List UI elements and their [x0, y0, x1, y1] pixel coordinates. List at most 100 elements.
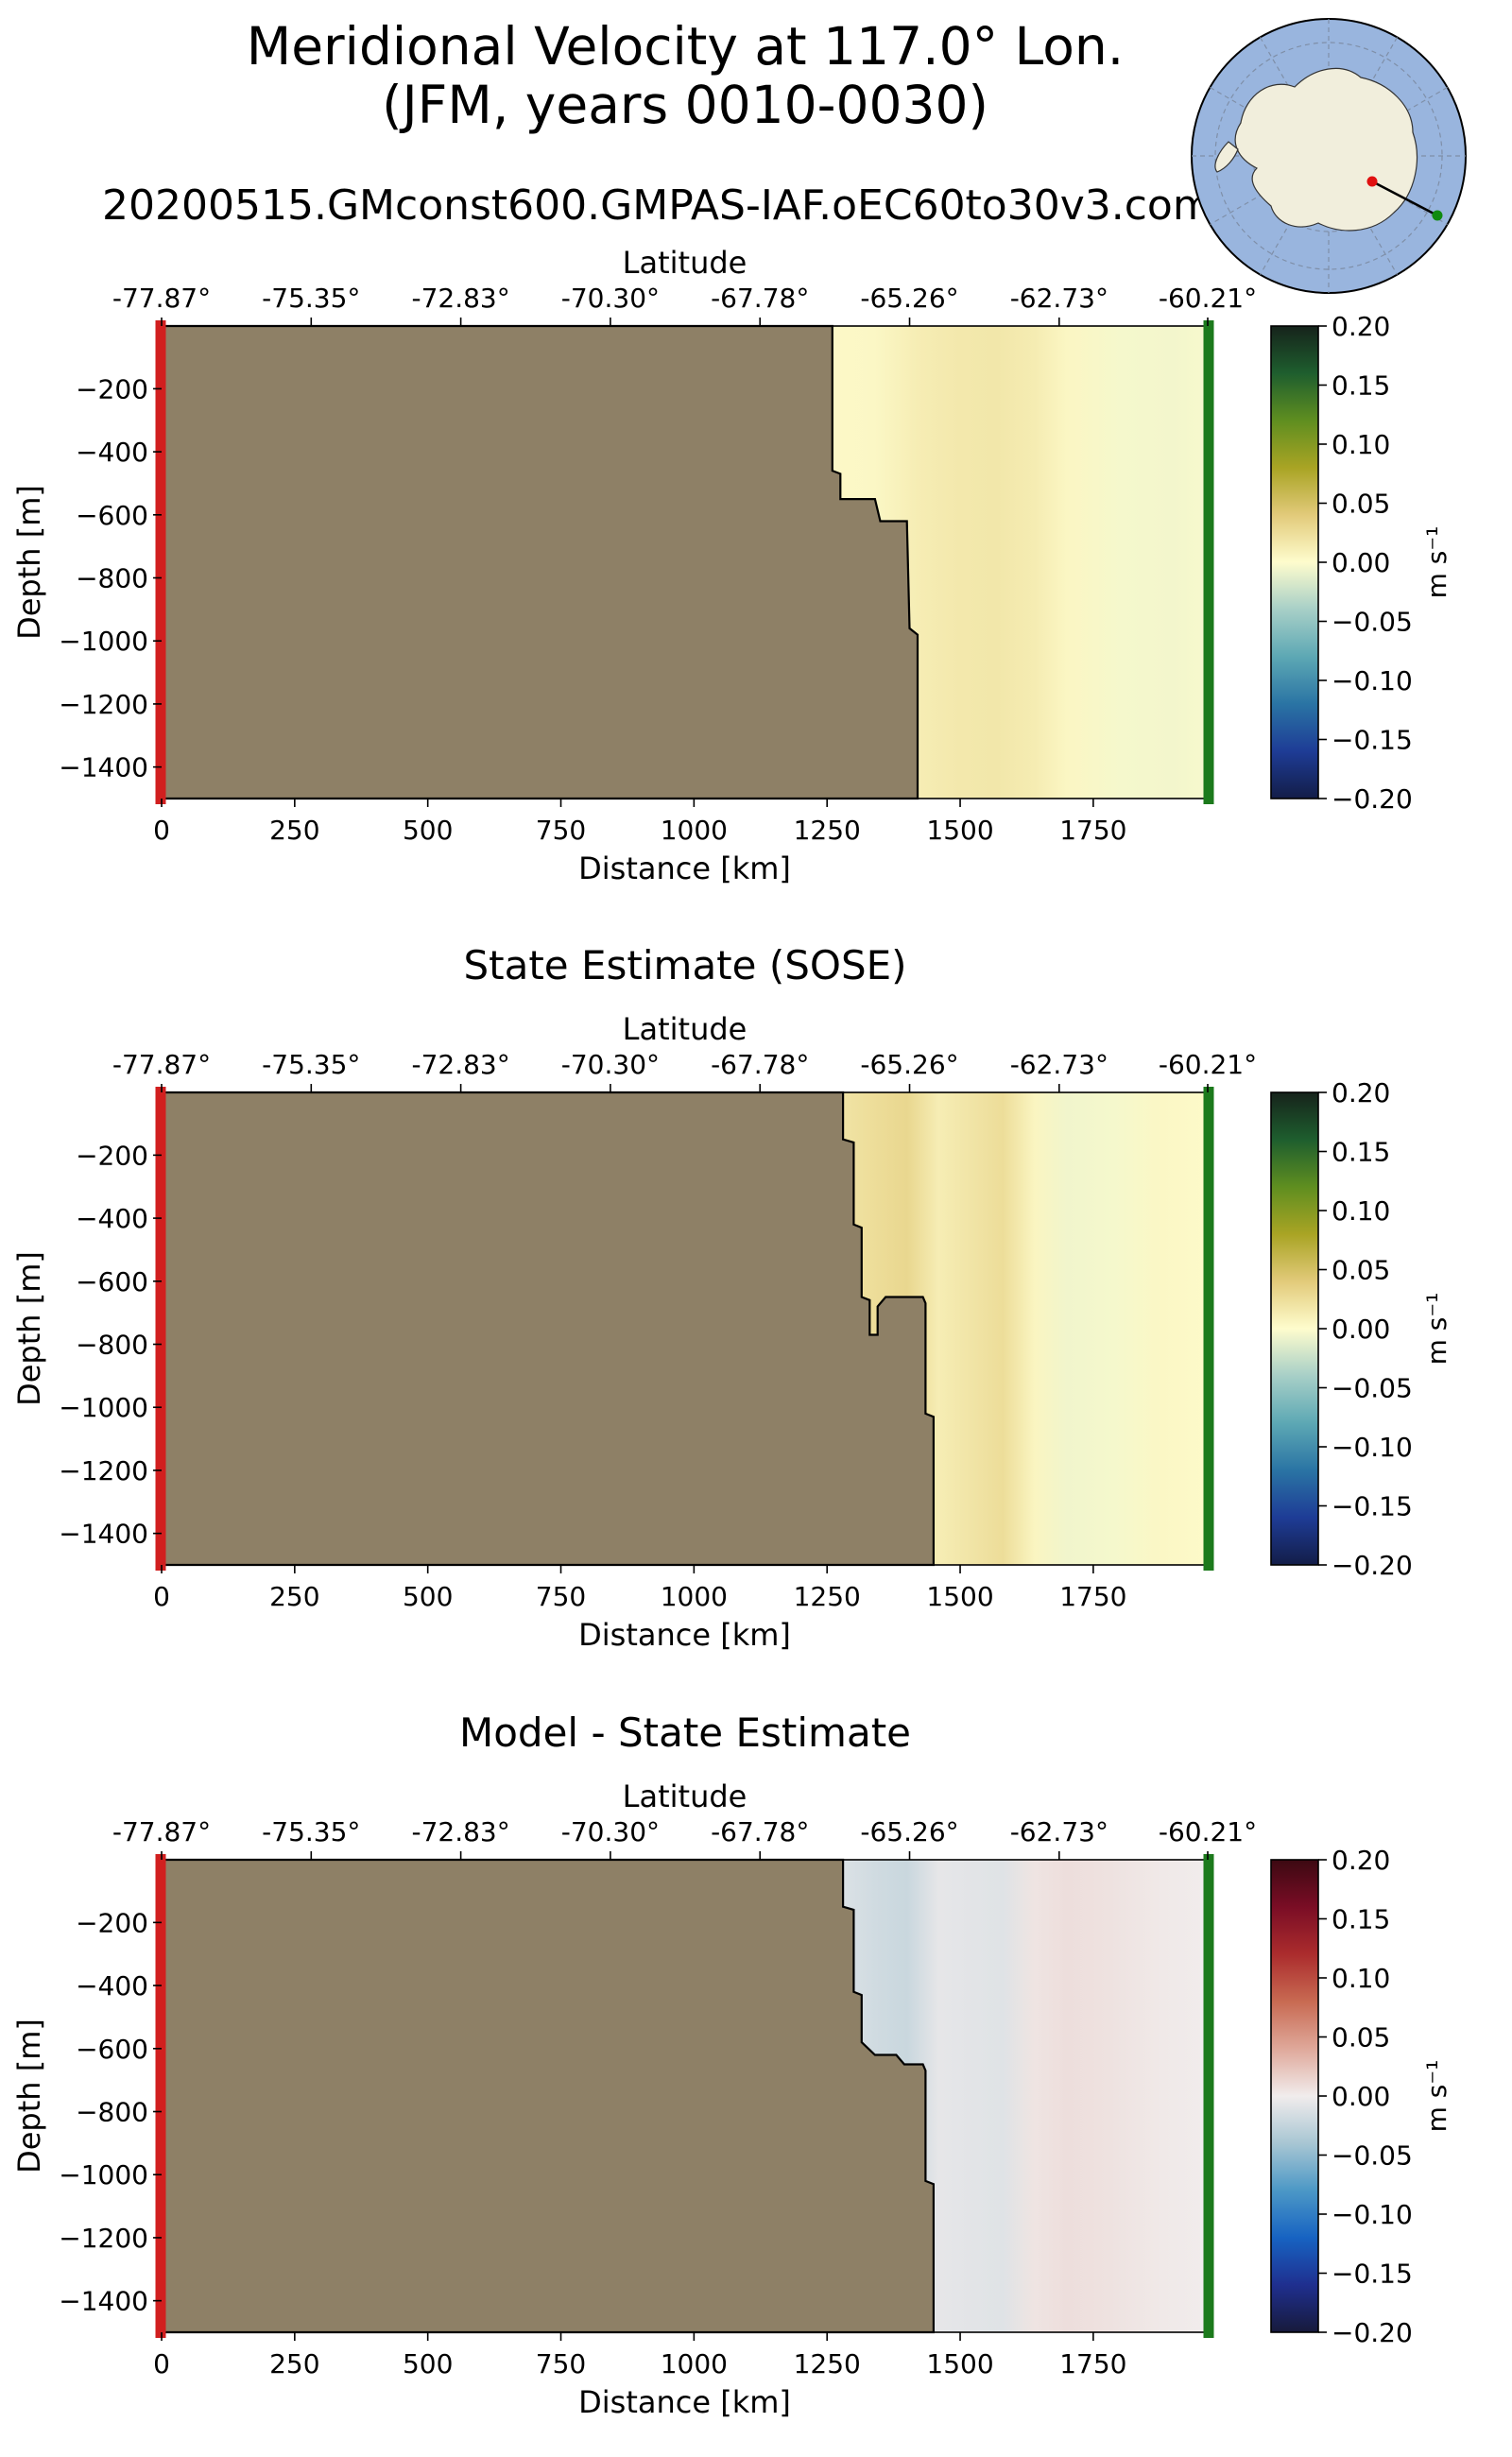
x-tick-label: 250 — [269, 815, 319, 846]
colorbar: 0.20 0.15 0.10 0.05 0.00 −0.05 −0.10 −0.15 −0.20… — [1270, 1845, 1452, 2348]
colorbar-scale — [1270, 325, 1319, 799]
lat-tick-label: -72.83° — [411, 1816, 509, 1847]
lat-tick-label: -75.35° — [262, 1049, 360, 1080]
colorbar-label: m s⁻¹ — [1421, 1293, 1452, 1366]
y-tick-label: −400 — [76, 437, 148, 468]
lat-tick-label: -70.30° — [561, 1816, 660, 1847]
colorbar-tick-label: 0.05 — [1332, 1255, 1390, 1286]
colorbar-tick-label: −0.20 — [1332, 1550, 1413, 1581]
x-axis-label: Distance [km] — [578, 1617, 791, 1653]
y-tick-label: −600 — [76, 500, 148, 531]
lat-tick-label: -72.83° — [411, 283, 509, 314]
y-tick-label: −400 — [76, 1970, 148, 2002]
x-tick-label: 0 — [153, 1581, 170, 1612]
y-tick-label: −600 — [76, 1266, 148, 1297]
lat-tick-label: -70.30° — [561, 283, 660, 314]
lat-tick-label: -65.26° — [860, 283, 958, 314]
colorbar-tick-label: −0.10 — [1332, 665, 1413, 696]
y-axis-label: Depth [m] — [11, 485, 47, 640]
colorbar-scale — [1270, 1859, 1319, 2333]
lat-tick-label: -67.78° — [711, 1816, 809, 1847]
x-tick-label: 1250 — [794, 2348, 861, 2380]
x-tick-label: 1000 — [661, 2348, 728, 2380]
y-tick-label: −200 — [76, 1907, 148, 1938]
antarctica-landmass — [1234, 67, 1418, 232]
colorbar-tick-label: 0.15 — [1332, 1904, 1390, 1935]
transect-start-dot — [1366, 176, 1378, 187]
y-axis-label: Depth [m] — [11, 2019, 47, 2174]
colorbar-tick-label: 0.05 — [1332, 2022, 1390, 2053]
x-tick-label: 0 — [153, 815, 170, 846]
top-axis-label: Latitude — [623, 1011, 747, 1047]
transect-end-dot — [1432, 210, 1443, 221]
colorbar-tick-label: −0.05 — [1332, 2140, 1413, 2172]
lat-tick-label: -77.87° — [112, 1049, 211, 1080]
colorbar-tick-label: −0.15 — [1332, 1491, 1413, 1522]
colorbar-tick-label: 0.10 — [1332, 1195, 1390, 1227]
top-axis-label: Latitude — [623, 1778, 747, 1814]
colorbar-label: m s⁻¹ — [1421, 2060, 1452, 2133]
y-tick-label: −1400 — [59, 1519, 148, 1550]
x-tick-label: 0 — [153, 2348, 170, 2380]
lat-tick-label: -65.26° — [860, 1049, 958, 1080]
lat-tick-label: -70.30° — [561, 1049, 660, 1080]
x-tick-label: 1750 — [1059, 1581, 1126, 1612]
y-tick-label: −1000 — [59, 626, 148, 657]
colorbar-tick-label: 0.15 — [1332, 1137, 1390, 1168]
x-axis-label: Distance [km] — [578, 2384, 791, 2420]
y-tick-label: −1000 — [59, 2159, 148, 2191]
y-tick-label: −200 — [76, 1140, 148, 1171]
x-tick-label: 500 — [403, 2348, 453, 2380]
colorbar: 0.20 0.15 0.10 0.05 0.00 −0.05 −0.10 −0.15 −0.20… — [1270, 1077, 1452, 1581]
y-tick-label: −800 — [76, 2097, 148, 2128]
colorbar-tick-label: 0.05 — [1332, 489, 1390, 520]
lat-tick-label: -77.87° — [112, 1816, 211, 1847]
colorbar-tick-label: −0.10 — [1332, 2199, 1413, 2230]
colorbar-scale — [1270, 1091, 1319, 1566]
colorbar-tick-label: −0.05 — [1332, 1373, 1413, 1404]
x-tick-label: 1500 — [926, 815, 993, 846]
lat-tick-label: -62.73° — [1010, 1816, 1108, 1847]
y-tick-label: −800 — [76, 563, 148, 594]
x-tick-label: 1250 — [794, 1581, 861, 1612]
colorbar-tick-label: 0.20 — [1332, 1845, 1390, 1876]
lat-tick-label: -67.78° — [711, 283, 809, 314]
x-tick-label: 1000 — [661, 815, 728, 846]
lat-tick-label: -60.21° — [1159, 1816, 1257, 1847]
x-tick-label: 1500 — [926, 2348, 993, 2380]
lat-tick-label: -77.87° — [112, 283, 211, 314]
colorbar-tick-label: −0.15 — [1332, 725, 1413, 756]
y-tick-label: −1200 — [59, 689, 148, 720]
x-tick-label: 1750 — [1059, 2348, 1126, 2380]
x-tick-label: 250 — [269, 2348, 319, 2380]
x-axis-label: Distance [km] — [578, 850, 791, 886]
colorbar: 0.20 0.15 0.10 0.05 0.00 −0.05 −0.10 −0.15 −0.20… — [1270, 311, 1452, 815]
colorbar-tick-label: 0.20 — [1332, 1077, 1390, 1108]
panel-state_estimate: State Estimate (SOSE) 0 250 500 750 1000 1250 1… — [11, 942, 1452, 1653]
y-tick-label: −800 — [76, 1330, 148, 1361]
x-tick-label: 500 — [403, 1581, 453, 1612]
colorbar-tick-label: 0.00 — [1332, 547, 1390, 578]
lat-tick-label: -62.73° — [1010, 283, 1108, 314]
x-tick-label: 1000 — [661, 1581, 728, 1612]
bathymetry-land — [160, 1858, 936, 2334]
lat-tick-label: -65.26° — [860, 1816, 958, 1847]
colorbar-tick-label: −0.15 — [1332, 2259, 1413, 2290]
top-axis-label: Latitude — [623, 245, 747, 281]
colorbar-tick-label: −0.10 — [1332, 1432, 1413, 1463]
figure-title-line2: (JFM, years 0010-0030) — [382, 75, 988, 135]
lat-tick-label: -60.21° — [1159, 1049, 1257, 1080]
x-tick-label: 750 — [536, 1581, 586, 1612]
lat-tick-label: -75.35° — [262, 1816, 360, 1847]
bathymetry-land — [160, 324, 919, 800]
x-tick-label: 1500 — [926, 1581, 993, 1612]
x-tick-label: 250 — [269, 1581, 319, 1612]
x-tick-label: 750 — [536, 2348, 586, 2380]
y-tick-label: −1400 — [59, 752, 148, 783]
lat-tick-label: -75.35° — [262, 283, 360, 314]
colorbar-tick-label: 0.10 — [1332, 1963, 1390, 1994]
antarctic-peninsula — [1214, 141, 1239, 173]
colorbar-tick-label: 0.10 — [1332, 429, 1390, 460]
y-tick-label: −200 — [76, 373, 148, 404]
y-tick-label: −1400 — [59, 2286, 148, 2317]
